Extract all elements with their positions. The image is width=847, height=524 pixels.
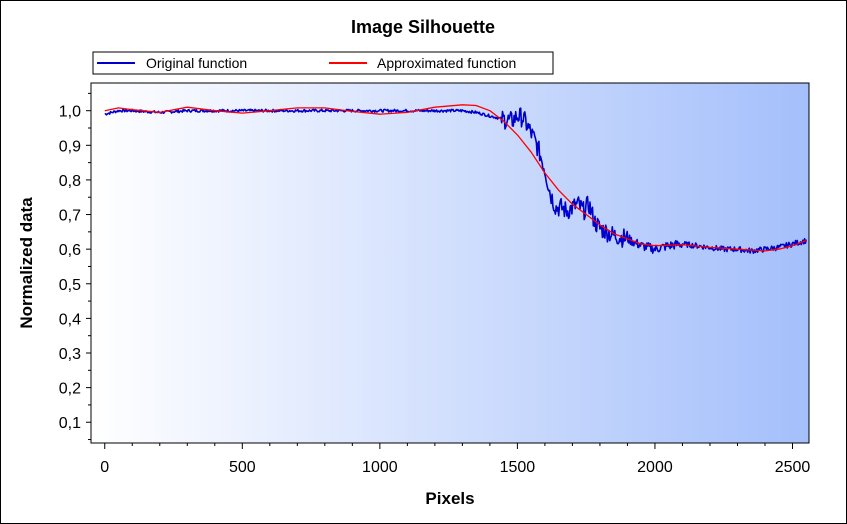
x-tick-label: 500 <box>229 459 256 476</box>
x-tick-label: 1500 <box>500 459 536 476</box>
y-tick-label: 0,2 <box>59 381 81 398</box>
legend-box <box>92 51 554 75</box>
y-tick-label: 0,9 <box>59 138 81 155</box>
x-tick-label: 2000 <box>637 459 673 476</box>
x-axis: 0 500 1000 1500 2000 2500 <box>100 443 810 476</box>
legend: Original function Approximated function <box>92 51 554 75</box>
y-tick-label: 0,1 <box>59 415 81 432</box>
legend-label-approximated: Approximated function <box>377 55 516 71</box>
y-axis-title: Normalized data <box>17 197 36 329</box>
y-tick-label: 0,6 <box>59 242 81 259</box>
x-tick-label: 0 <box>100 459 109 476</box>
y-tick-label: 0,3 <box>59 346 81 363</box>
series-layer <box>104 104 807 254</box>
series-line-approximated-function <box>104 104 807 252</box>
y-tick-label: 0,7 <box>59 208 81 225</box>
chart-title: Image Silhouette <box>351 17 495 37</box>
x-tick-label: 1000 <box>362 459 398 476</box>
y-axis: 0,1 0,2 0,3 0,4 0,5 0,6 0,7 0,8 0,9 1,0 <box>59 92 91 441</box>
x-axis-title: Pixels <box>425 489 474 508</box>
y-tick-label: 0,5 <box>59 277 81 294</box>
y-tick-label: 0,4 <box>59 311 81 328</box>
y-tick-label: 0,8 <box>59 173 81 190</box>
x-tick-label: 2500 <box>775 459 811 476</box>
plot-area <box>90 82 810 444</box>
legend-label-original: Original function <box>146 55 247 71</box>
y-tick-label: 1,0 <box>59 104 81 121</box>
